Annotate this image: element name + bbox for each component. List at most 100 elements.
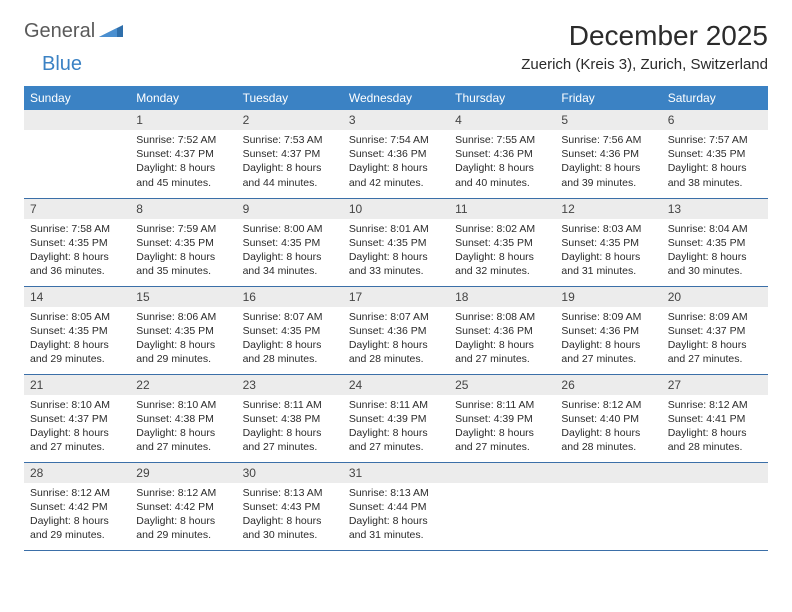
day-details: Sunrise: 7:53 AMSunset: 4:37 PMDaylight:… [237,130,343,196]
calendar-day-cell: 13Sunrise: 8:04 AMSunset: 4:35 PMDayligh… [662,198,768,286]
day-sunset: Sunset: 4:36 PM [561,147,655,161]
calendar-day-cell: 23Sunrise: 8:11 AMSunset: 4:38 PMDayligh… [237,374,343,462]
day-daylight2: and 31 minutes. [349,528,443,542]
day-sunset: Sunset: 4:37 PM [136,147,230,161]
day-sunset: Sunset: 4:35 PM [668,147,762,161]
calendar-day-cell: 11Sunrise: 8:02 AMSunset: 4:35 PMDayligh… [449,198,555,286]
day-details: Sunrise: 8:13 AMSunset: 4:44 PMDaylight:… [343,483,449,549]
day-number: 1 [130,110,236,130]
day-sunrise: Sunrise: 7:59 AM [136,222,230,236]
weekday-sunday: Sunday [24,86,130,110]
day-daylight1: Daylight: 8 hours [349,250,443,264]
logo-triangle-icon [99,21,123,42]
day-number: 24 [343,375,449,395]
day-daylight1: Daylight: 8 hours [243,426,337,440]
day-daylight2: and 44 minutes. [243,176,337,190]
calendar-day-cell: 17Sunrise: 8:07 AMSunset: 4:36 PMDayligh… [343,286,449,374]
day-sunrise: Sunrise: 8:12 AM [30,486,124,500]
weekday-saturday: Saturday [662,86,768,110]
day-sunrise: Sunrise: 8:13 AM [349,486,443,500]
day-daylight2: and 28 minutes. [243,352,337,366]
weekday-thursday: Thursday [449,86,555,110]
weekday-friday: Friday [555,86,661,110]
day-sunset: Sunset: 4:35 PM [668,236,762,250]
day-sunset: Sunset: 4:35 PM [136,324,230,338]
calendar-day-cell: 24Sunrise: 8:11 AMSunset: 4:39 PMDayligh… [343,374,449,462]
day-daylight2: and 27 minutes. [455,352,549,366]
day-sunset: Sunset: 4:37 PM [668,324,762,338]
day-daylight2: and 27 minutes. [136,440,230,454]
day-details: Sunrise: 7:54 AMSunset: 4:36 PMDaylight:… [343,130,449,196]
day-sunrise: Sunrise: 8:05 AM [30,310,124,324]
day-daylight1: Daylight: 8 hours [243,161,337,175]
day-details: Sunrise: 8:07 AMSunset: 4:36 PMDaylight:… [343,307,449,373]
day-sunrise: Sunrise: 7:57 AM [668,133,762,147]
day-number: 5 [555,110,661,130]
day-number [555,463,661,483]
day-daylight2: and 35 minutes. [136,264,230,278]
day-daylight1: Daylight: 8 hours [561,426,655,440]
day-sunrise: Sunrise: 8:07 AM [243,310,337,324]
calendar-day-cell: 19Sunrise: 8:09 AMSunset: 4:36 PMDayligh… [555,286,661,374]
day-sunset: Sunset: 4:39 PM [349,412,443,426]
day-details: Sunrise: 7:55 AMSunset: 4:36 PMDaylight:… [449,130,555,196]
day-number [662,463,768,483]
day-daylight2: and 27 minutes. [455,440,549,454]
day-daylight1: Daylight: 8 hours [136,161,230,175]
calendar-day-cell [24,110,130,198]
day-daylight2: and 36 minutes. [30,264,124,278]
day-daylight2: and 30 minutes. [668,264,762,278]
day-details: Sunrise: 8:02 AMSunset: 4:35 PMDaylight:… [449,219,555,285]
day-number: 11 [449,199,555,219]
day-details: Sunrise: 8:08 AMSunset: 4:36 PMDaylight:… [449,307,555,373]
day-number: 22 [130,375,236,395]
calendar-day-cell: 12Sunrise: 8:03 AMSunset: 4:35 PMDayligh… [555,198,661,286]
day-sunset: Sunset: 4:35 PM [30,236,124,250]
day-daylight1: Daylight: 8 hours [30,250,124,264]
calendar-week-row: 28Sunrise: 8:12 AMSunset: 4:42 PMDayligh… [24,462,768,550]
day-sunset: Sunset: 4:40 PM [561,412,655,426]
day-number: 3 [343,110,449,130]
day-daylight2: and 27 minutes. [668,352,762,366]
calendar-day-cell: 30Sunrise: 8:13 AMSunset: 4:43 PMDayligh… [237,462,343,550]
calendar-day-cell [449,462,555,550]
calendar-table: Sunday Monday Tuesday Wednesday Thursday… [24,86,768,551]
day-daylight1: Daylight: 8 hours [243,338,337,352]
day-daylight1: Daylight: 8 hours [668,250,762,264]
weekday-header-row: Sunday Monday Tuesday Wednesday Thursday… [24,86,768,110]
day-number: 17 [343,287,449,307]
day-sunset: Sunset: 4:35 PM [243,324,337,338]
day-sunrise: Sunrise: 8:12 AM [668,398,762,412]
day-sunrise: Sunrise: 8:09 AM [561,310,655,324]
day-sunrise: Sunrise: 8:07 AM [349,310,443,324]
day-details: Sunrise: 8:11 AMSunset: 4:39 PMDaylight:… [449,395,555,461]
day-number: 8 [130,199,236,219]
calendar-day-cell: 3Sunrise: 7:54 AMSunset: 4:36 PMDaylight… [343,110,449,198]
day-sunrise: Sunrise: 8:11 AM [455,398,549,412]
day-details: Sunrise: 8:07 AMSunset: 4:35 PMDaylight:… [237,307,343,373]
day-sunset: Sunset: 4:36 PM [455,324,549,338]
calendar-day-cell: 22Sunrise: 8:10 AMSunset: 4:38 PMDayligh… [130,374,236,462]
day-daylight1: Daylight: 8 hours [136,426,230,440]
day-details: Sunrise: 8:12 AMSunset: 4:42 PMDaylight:… [130,483,236,549]
calendar-day-cell: 14Sunrise: 8:05 AMSunset: 4:35 PMDayligh… [24,286,130,374]
day-sunset: Sunset: 4:36 PM [455,147,549,161]
day-sunrise: Sunrise: 8:12 AM [561,398,655,412]
day-daylight1: Daylight: 8 hours [243,514,337,528]
logo-text-blue: Blue [42,53,82,76]
day-details: Sunrise: 7:52 AMSunset: 4:37 PMDaylight:… [130,130,236,196]
day-sunrise: Sunrise: 7:55 AM [455,133,549,147]
day-sunrise: Sunrise: 8:09 AM [668,310,762,324]
day-number: 27 [662,375,768,395]
day-daylight1: Daylight: 8 hours [136,338,230,352]
calendar-day-cell [662,462,768,550]
day-number: 28 [24,463,130,483]
calendar-day-cell: 20Sunrise: 8:09 AMSunset: 4:37 PMDayligh… [662,286,768,374]
day-daylight1: Daylight: 8 hours [455,161,549,175]
day-sunset: Sunset: 4:37 PM [243,147,337,161]
calendar-day-cell: 10Sunrise: 8:01 AMSunset: 4:35 PMDayligh… [343,198,449,286]
day-details: Sunrise: 7:59 AMSunset: 4:35 PMDaylight:… [130,219,236,285]
day-daylight1: Daylight: 8 hours [455,338,549,352]
day-sunset: Sunset: 4:38 PM [136,412,230,426]
day-details: Sunrise: 8:12 AMSunset: 4:41 PMDaylight:… [662,395,768,461]
